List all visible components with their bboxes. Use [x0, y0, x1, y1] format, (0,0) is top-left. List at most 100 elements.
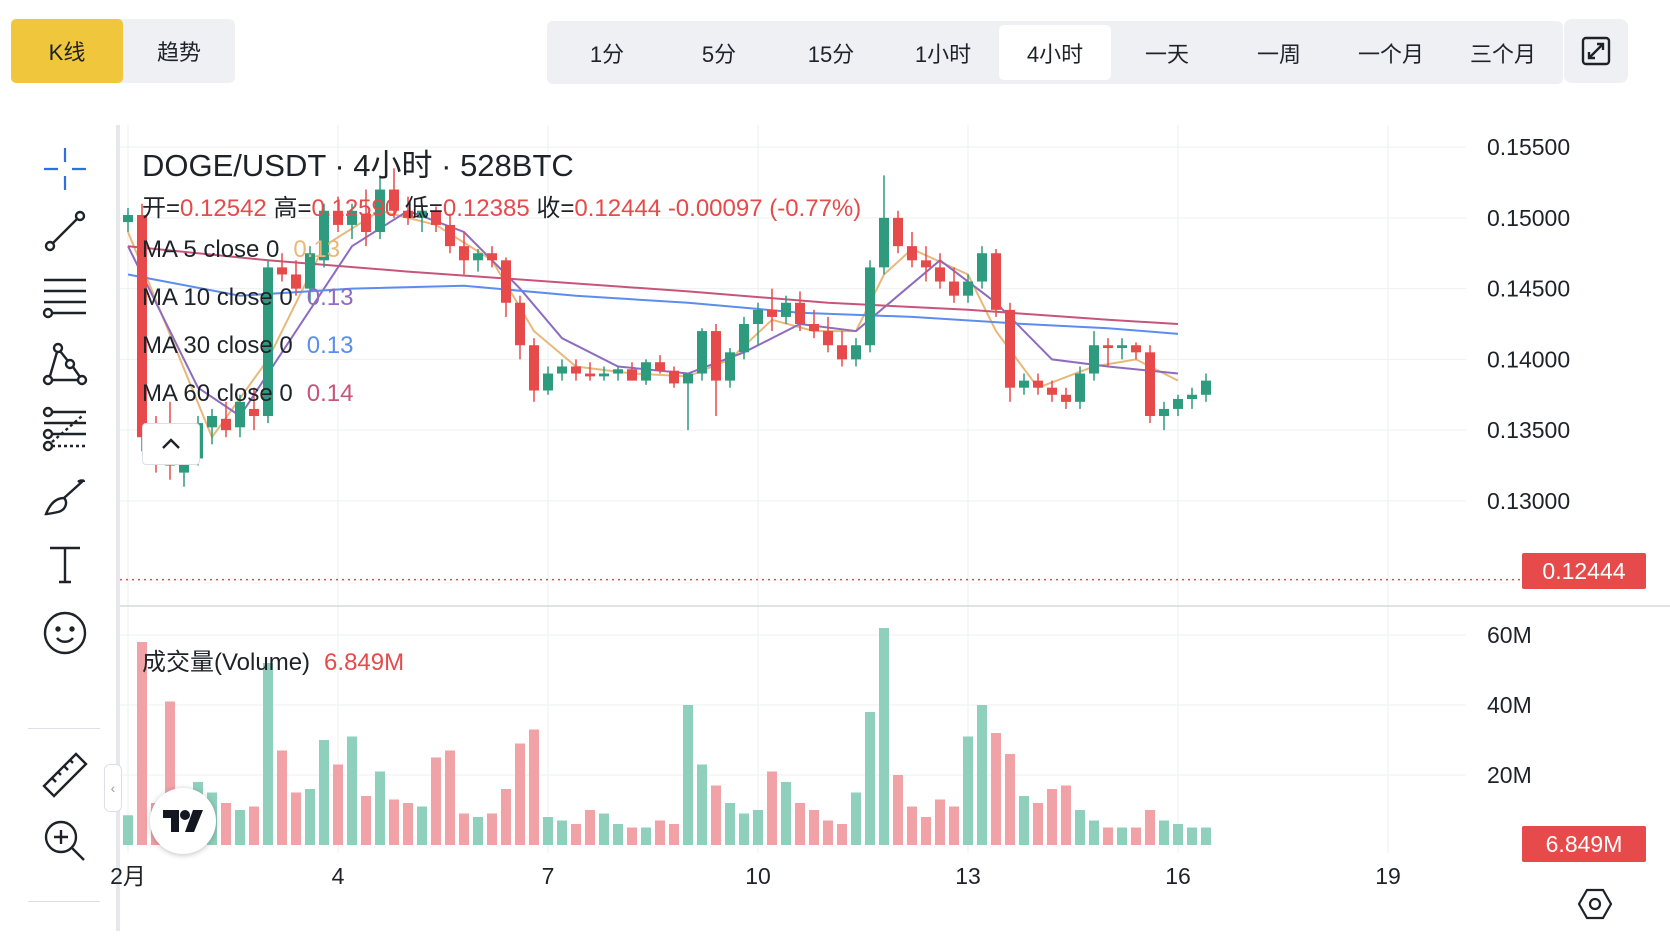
candle-body: [1047, 387, 1057, 395]
price-tick-label: 0.14000: [1487, 346, 1570, 372]
candle-body: [963, 281, 973, 296]
text-tool[interactable]: [36, 536, 94, 594]
interval-1mo[interactable]: 一个月: [1357, 41, 1424, 67]
volume-bar: [907, 806, 917, 845]
volume-bar: [921, 817, 931, 845]
candle-body: [291, 274, 301, 289]
trend-line-icon: [44, 210, 86, 252]
volume-bar: [1117, 827, 1127, 845]
toolbar-divider: [28, 728, 100, 729]
ma60-legend[interactable]: MA 60 close 0 0.14: [142, 380, 353, 408]
candle-body: [725, 352, 735, 381]
volume-bar: [865, 712, 875, 845]
ruler-tool[interactable]: [36, 746, 94, 804]
candle-body: [249, 408, 259, 416]
volume-bar: [277, 750, 287, 845]
fullscreen-button[interactable]: [1564, 19, 1628, 83]
candle-body: [739, 324, 749, 353]
change-value: -0.00097 (-0.77%): [667, 195, 862, 222]
candle-body: [305, 253, 315, 289]
candle-body: [879, 217, 889, 268]
brush-tool[interactable]: [36, 468, 94, 526]
volume-bar: [431, 757, 441, 845]
candle-body: [949, 281, 959, 296]
volume-bar: [515, 743, 525, 845]
volume-bar: [963, 736, 973, 845]
candle-body: [333, 210, 343, 225]
candle-body: [641, 362, 651, 381]
ma10-value: 0.13: [306, 284, 354, 311]
interval-4h[interactable]: 4小时: [999, 25, 1111, 80]
time-tick-label: 19: [1375, 863, 1401, 889]
candle-body: [417, 210, 427, 218]
close-label: 收=: [536, 195, 575, 222]
pattern-tool[interactable]: [36, 334, 94, 392]
ma10-legend[interactable]: MA 10 close 0 0.13: [142, 284, 353, 312]
candle-body: [361, 213, 371, 232]
candle-body: [319, 210, 329, 261]
volume-bar: [571, 824, 581, 845]
candle-body: [1173, 399, 1183, 409]
interval-1d[interactable]: 一天: [1144, 41, 1189, 67]
volume-bar: [529, 729, 539, 845]
trend-line-tool[interactable]: [36, 202, 94, 260]
ma5-label: MA 5 close 0: [142, 236, 280, 263]
volume-label: 成交量(Volume): [142, 649, 311, 676]
candle-body: [487, 253, 497, 261]
zoom-in-tool[interactable]: [36, 812, 94, 870]
horizontal-lines-tool[interactable]: [36, 268, 94, 326]
candle-body: [557, 366, 567, 374]
volume-bar: [613, 824, 623, 845]
candle-body: [431, 210, 441, 225]
interval-3mo[interactable]: 三个月: [1469, 41, 1536, 67]
chart-settings-button[interactable]: [1575, 884, 1615, 924]
candle-body: [543, 373, 553, 391]
candle-body: [809, 324, 819, 332]
interval-1h[interactable]: 1小时: [914, 41, 972, 67]
candle-body: [123, 215, 133, 223]
chart-type-kline[interactable]: K线: [11, 19, 123, 83]
interval-5m[interactable]: 5分: [701, 41, 737, 67]
candle-body: [1159, 408, 1169, 416]
price-tick-label: 0.13000: [1487, 488, 1570, 514]
volume-bar: [319, 740, 329, 845]
interval-1m[interactable]: 1分: [589, 41, 625, 67]
volume-bar: [403, 803, 413, 845]
candle-body: [1201, 380, 1211, 395]
candle-body: [795, 302, 805, 324]
crosshair-tool[interactable]: [36, 140, 94, 198]
volume-bar: [291, 792, 301, 845]
ma30-legend[interactable]: MA 30 close 0 0.13: [142, 332, 353, 360]
ma60-label: MA 60 close 0: [142, 380, 293, 407]
chart-type-trend[interactable]: 趋势: [156, 40, 201, 65]
candle-body: [865, 267, 875, 346]
legend-collapse-button[interactable]: [142, 423, 200, 465]
price-tick-label: 0.13500: [1487, 417, 1570, 443]
fib-tool[interactable]: [36, 400, 94, 458]
candle-body: [767, 309, 777, 317]
volume-bar: [599, 813, 609, 845]
candle-body: [991, 253, 1001, 310]
interval-1w[interactable]: 一周: [1256, 41, 1301, 67]
candle-body: [445, 224, 455, 247]
candle-body: [1005, 309, 1015, 388]
candle-body: [907, 246, 917, 261]
volume-bar: [137, 642, 147, 845]
toolbar-collapse-handle[interactable]: ‹: [104, 764, 122, 812]
volume-value: 6.849M: [324, 649, 405, 676]
volume-bar: [1173, 824, 1183, 845]
candle-body: [1145, 352, 1155, 416]
volume-bar: [851, 792, 861, 845]
volume-bar: [977, 705, 987, 845]
volume-tick-label: 40M: [1487, 692, 1532, 718]
volume-bar: [221, 803, 231, 845]
ma5-legend[interactable]: MA 5 close 0 0.13: [142, 236, 340, 264]
emoji-tool[interactable]: [36, 604, 94, 662]
candle-body: [851, 345, 861, 360]
volume-bar: [361, 796, 371, 845]
toolbar-divider-bottom: [28, 901, 100, 902]
volume-bar: [767, 771, 777, 845]
tradingview-logo[interactable]: [150, 788, 216, 854]
interval-15m[interactable]: 15分: [807, 41, 855, 67]
